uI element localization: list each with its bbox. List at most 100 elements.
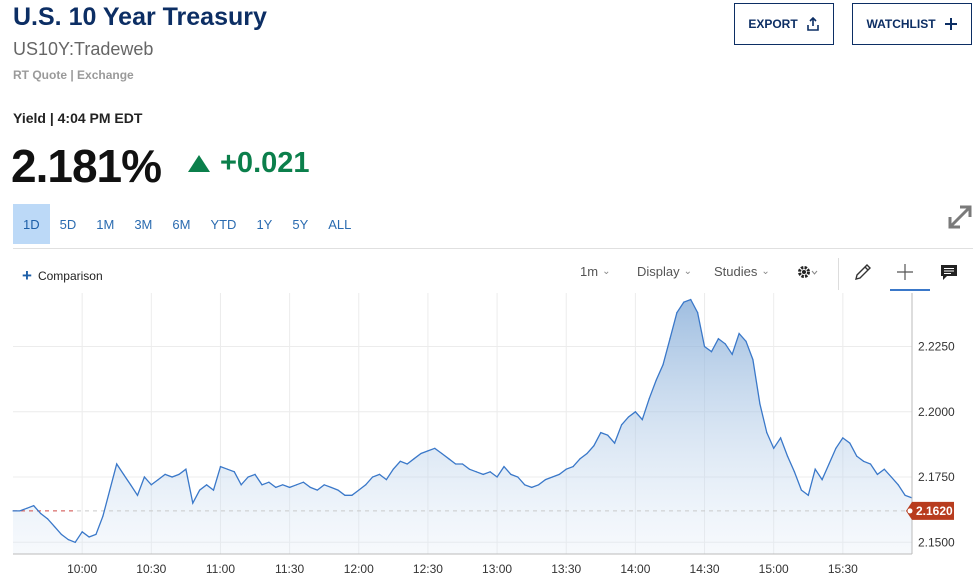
expand-icon[interactable] bbox=[946, 203, 974, 231]
chart-axes: 10:00 10:30 11:00 11:30 12:00 12:30 13:00 13:30… bbox=[13, 293, 955, 576]
draw-tool-button[interactable] bbox=[850, 260, 876, 284]
data-point bbox=[372, 476, 374, 478]
data-point bbox=[178, 473, 180, 475]
data-point bbox=[759, 403, 761, 405]
data-point bbox=[351, 494, 353, 496]
data-point bbox=[385, 479, 388, 481]
data-point bbox=[766, 432, 768, 434]
data-point bbox=[323, 484, 325, 486]
x-tick-label: 14:30 bbox=[690, 562, 720, 576]
yield-chart[interactable]: 10:00 10:30 11:00 11:30 12:00 12:30 13:00 13:30… bbox=[0, 293, 980, 587]
range-6m[interactable]: 6M bbox=[172, 216, 191, 232]
data-point bbox=[586, 452, 588, 455]
last-price: 2.181% bbox=[11, 140, 162, 192]
crosshair-tool-button[interactable] bbox=[892, 260, 918, 284]
data-point bbox=[33, 505, 35, 507]
chevron-down-icon: ⌄ bbox=[761, 266, 770, 277]
data-point bbox=[150, 484, 152, 486]
interval-dropdown[interactable]: 1m ⌄ bbox=[580, 264, 610, 279]
data-point bbox=[171, 476, 173, 478]
data-point bbox=[219, 465, 222, 468]
last-value-dot bbox=[907, 508, 913, 514]
export-button[interactable]: EXPORT bbox=[734, 3, 834, 45]
data-point bbox=[489, 471, 491, 473]
data-point bbox=[773, 447, 775, 449]
data-point bbox=[856, 455, 858, 457]
x-tick-label: 15:00 bbox=[759, 562, 789, 576]
data-point bbox=[517, 476, 519, 478]
data-point bbox=[676, 311, 678, 314]
x-tick-label: 10:30 bbox=[136, 562, 166, 576]
studies-dropdown[interactable]: Studies ⌄ bbox=[714, 264, 770, 279]
data-point bbox=[199, 489, 201, 491]
data-point bbox=[738, 332, 740, 335]
range-1y[interactable]: 1Y bbox=[256, 216, 273, 232]
data-point bbox=[690, 298, 692, 301]
last-value-label: 2.1620 bbox=[916, 504, 953, 518]
data-point bbox=[558, 473, 560, 475]
range-5d[interactable]: 5D bbox=[59, 216, 77, 232]
range-5y[interactable]: 5Y bbox=[292, 216, 309, 232]
x-tick-label: 11:30 bbox=[275, 562, 304, 576]
data-point bbox=[800, 489, 802, 491]
data-point bbox=[102, 515, 104, 517]
data-point bbox=[655, 379, 657, 382]
x-tick-label: 15:30 bbox=[828, 562, 858, 576]
data-point bbox=[828, 463, 830, 465]
data-point bbox=[593, 445, 595, 447]
x-tick-label: 12:30 bbox=[413, 562, 443, 576]
data-point bbox=[143, 476, 145, 478]
data-point bbox=[503, 465, 505, 468]
watchlist-label: WATCHLIST bbox=[866, 17, 936, 31]
data-point bbox=[752, 358, 754, 361]
toolbar-divider bbox=[838, 258, 839, 290]
data-point bbox=[420, 452, 422, 455]
data-point bbox=[780, 437, 782, 439]
header-divider bbox=[13, 248, 973, 249]
plus-icon bbox=[944, 18, 957, 30]
data-point bbox=[745, 340, 747, 342]
studies-label: Studies bbox=[714, 264, 758, 279]
data-point bbox=[793, 471, 796, 473]
data-point bbox=[254, 473, 256, 475]
quote-source-label: RT Quote | Exchange bbox=[13, 68, 134, 82]
x-tick-label: 12:00 bbox=[344, 562, 374, 576]
watchlist-button[interactable]: WATCHLIST bbox=[852, 3, 972, 45]
data-point bbox=[233, 471, 235, 473]
data-point bbox=[268, 481, 270, 483]
active-tool-indicator bbox=[890, 289, 930, 291]
data-point bbox=[662, 364, 664, 366]
data-point bbox=[510, 473, 512, 475]
data-point bbox=[74, 541, 76, 543]
range-ytd[interactable]: YTD bbox=[210, 216, 237, 232]
price-change: +0.021 bbox=[188, 147, 310, 180]
data-point bbox=[26, 507, 28, 509]
pencil-icon bbox=[855, 264, 871, 280]
range-1m[interactable]: 1M bbox=[96, 216, 115, 232]
data-point bbox=[406, 463, 408, 465]
data-point bbox=[40, 512, 42, 515]
settings-button[interactable] bbox=[795, 260, 821, 284]
data-point bbox=[399, 460, 401, 462]
data-point bbox=[620, 424, 623, 426]
range-1d[interactable]: 1D bbox=[13, 204, 50, 244]
data-point bbox=[537, 484, 540, 486]
data-point bbox=[869, 463, 872, 465]
data-point bbox=[807, 494, 809, 496]
comment-tool-button[interactable] bbox=[936, 260, 962, 284]
display-dropdown[interactable]: Display ⌄ bbox=[637, 264, 692, 279]
data-point bbox=[710, 351, 713, 353]
data-point bbox=[683, 301, 685, 303]
data-point bbox=[468, 468, 471, 470]
data-point bbox=[275, 486, 277, 489]
range-3m[interactable]: 3M bbox=[134, 216, 153, 232]
x-tick-label: 10:00 bbox=[67, 562, 97, 576]
plus-icon: + bbox=[22, 266, 32, 285]
data-point bbox=[551, 476, 554, 478]
range-all[interactable]: ALL bbox=[328, 216, 352, 232]
data-point bbox=[842, 437, 844, 439]
data-point bbox=[282, 484, 284, 486]
data-point bbox=[821, 479, 823, 481]
add-comparison-button[interactable]: + Comparison bbox=[22, 266, 103, 286]
data-point bbox=[697, 311, 699, 314]
